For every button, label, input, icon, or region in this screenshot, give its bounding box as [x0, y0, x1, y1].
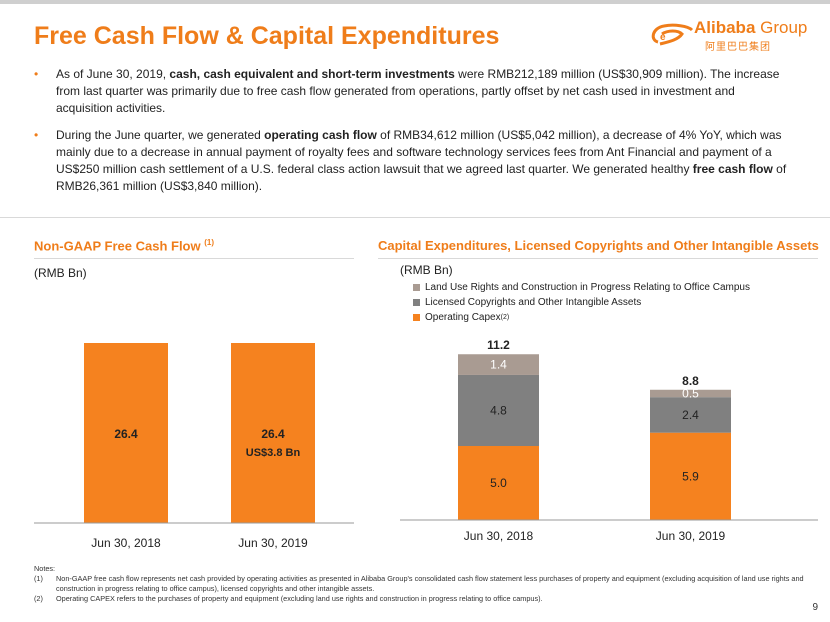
note-item: (2) Operating CAPEX refers to the purchas…: [34, 594, 814, 604]
bullet-text: As of June 30, 2019,: [56, 67, 170, 81]
legend-label: Land Use Rights and Construction in Prog…: [425, 282, 750, 293]
fcf-title-footnote: (1): [204, 238, 215, 247]
legend-item-licensed-copyrights: Licensed Copyrights and Other Intangible…: [413, 295, 750, 310]
fcf-category-label: Jun 30, 2019: [238, 536, 308, 550]
capex-bar-segment: [650, 389, 731, 398]
charts-canvas: 26.4 Jun 30, 2018 26.4 US$3.8 Bn Jun 30, 201…: [34, 338, 818, 550]
bullet-cash: • As of June 30, 2019, cash, cash equiva…: [32, 66, 792, 117]
legend-label: Licensed Copyrights and Other Intangible…: [425, 297, 642, 308]
bullet-dot: •: [34, 67, 39, 81]
section-divider: [0, 217, 830, 218]
bullet-text: of RMB34,612 million (US$5,042 million),…: [56, 128, 782, 176]
capex-title-underline: [378, 258, 818, 259]
capex-segment-label: 5.0: [490, 476, 507, 490]
note-number: (1): [34, 574, 43, 583]
fcf-category-label: Jun 30, 2018: [91, 536, 161, 550]
fcf-data-label: 26.4: [261, 427, 285, 441]
logo-wordmark: Alibaba Group: [694, 18, 807, 38]
capex-segment-label: 5.9: [682, 469, 699, 483]
capex-segment-label: 1.4: [490, 358, 507, 372]
fcf-usd-label: US$3.8 Bn: [246, 447, 301, 459]
svg-text:e: e: [660, 32, 666, 43]
fcf-bar: [231, 343, 315, 523]
note-item: (1) Non-GAAP free cash flow represents ne…: [34, 574, 814, 594]
page-number: 9: [812, 602, 818, 613]
capex-bar-segment: [650, 432, 731, 520]
capex-segment-label: 2.4: [682, 408, 699, 422]
notes-heading: Notes:: [34, 564, 56, 573]
bullet-text: During the June quarter, we generated: [56, 128, 265, 142]
legend-label: Operating Capex: [425, 312, 501, 323]
bullet-bold: operating cash flow: [264, 128, 377, 142]
capex-bar-segment: [458, 354, 539, 375]
capex-bar-segment: [458, 374, 539, 446]
notes: Notes: (1) Non-GAAP free cash flow repres…: [34, 564, 814, 604]
legend-item-operating-capex: Operating Capex (2): [413, 310, 750, 325]
capex-category-label: Jun 30, 2018: [464, 529, 534, 543]
fcf-section-title: Non-GAAP Free Cash Flow (1): [34, 238, 214, 253]
capex-segment-label: 0.5: [682, 386, 699, 400]
bullet-bold: free cash flow: [692, 162, 773, 176]
bullet-operating-cash-flow: • During the June quarter, we generated …: [32, 127, 792, 195]
legend-swatch: [413, 284, 420, 291]
bullet-list: • As of June 30, 2019, cash, cash equiva…: [32, 66, 792, 205]
capex-total-label: 8.8: [682, 374, 699, 388]
logo-text: Alibaba: [694, 18, 756, 37]
bullet-bold: cash, cash equivalent and short-term inv…: [169, 67, 455, 81]
legend-footnote: (2): [500, 314, 510, 321]
logo-group-text: Group: [760, 18, 808, 37]
legend-swatch: [413, 314, 420, 321]
fcf-title-underline: [34, 258, 354, 259]
capex-segment-label: 4.8: [490, 403, 507, 417]
capex-bar-segment: [458, 446, 539, 520]
fcf-data-label: 26.4: [114, 427, 138, 441]
alibaba-logo-icon: e: [651, 23, 694, 46]
capex-bar-segment: [650, 397, 731, 433]
note-number: (2): [34, 594, 43, 603]
capex-section-title: Capital Expenditures, Licensed Copyright…: [378, 238, 819, 253]
capex-category-label: Jun 30, 2019: [656, 529, 726, 543]
capex-total-label: 11.2: [487, 338, 510, 352]
fcf-bar: [84, 343, 168, 523]
fcf-unit-label: (RMB Bn): [34, 266, 87, 280]
note-text: Operating CAPEX refers to the purchases …: [56, 594, 543, 603]
bullet-text: of RMB26,361 million (US$3,840 million).: [56, 162, 787, 193]
alibaba-logo: e Alibaba Group 阿里巴巴集团: [648, 18, 816, 53]
bullet-text: were RMB212,189 million (US$30,909 milli…: [56, 67, 780, 115]
logo-chinese-text: 阿里巴巴集团: [705, 42, 771, 53]
page-title: Free Cash Flow & Capital Expenditures: [34, 22, 500, 50]
capex-legend: Land Use Rights and Construction in Prog…: [413, 280, 750, 325]
note-text: Non-GAAP free cash flow represents net c…: [56, 574, 804, 593]
legend-swatch: [413, 299, 420, 306]
bullet-dot: •: [34, 128, 39, 142]
legend-item-land-use: Land Use Rights and Construction in Prog…: [413, 280, 750, 295]
capex-unit-label: (RMB Bn): [400, 263, 453, 277]
fcf-title-text: Non-GAAP Free Cash Flow: [34, 238, 205, 254]
